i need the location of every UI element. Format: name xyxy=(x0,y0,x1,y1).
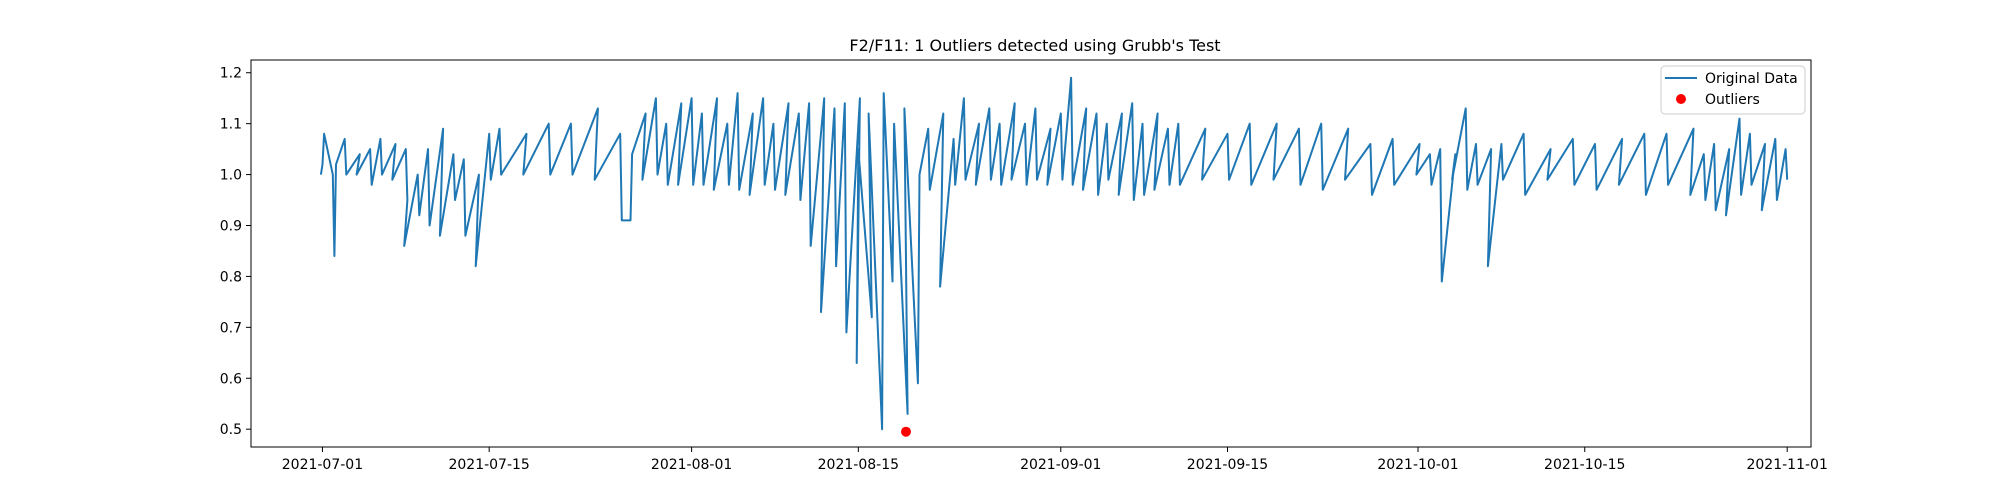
x-axis: 2021-07-01 2021-07-15 2021-08-01 2021-08-15… xyxy=(282,447,1828,473)
legend-marker-swatch xyxy=(1676,94,1686,104)
series-line-original-data xyxy=(319,76,1789,431)
x-tick-label: 2021-08-15 xyxy=(818,457,899,473)
y-tick-label: 0.7 xyxy=(220,320,242,336)
series-layer xyxy=(319,76,1789,437)
x-tick-label: 2021-11-01 xyxy=(1746,457,1827,473)
x-tick-label: 2021-09-01 xyxy=(1020,457,1101,473)
legend-label-outliers: Outliers xyxy=(1705,92,1760,108)
x-tick-label: 2021-07-15 xyxy=(448,457,529,473)
x-tick-label: 2021-10-01 xyxy=(1377,457,1458,473)
outlier-point xyxy=(901,426,911,437)
y-tick-label: 1.0 xyxy=(220,168,242,184)
legend: Original Data Outliers xyxy=(1660,65,1806,115)
y-tick-label: 0.6 xyxy=(220,371,242,387)
y-tick-label: 1.2 xyxy=(220,66,242,82)
y-axis: 0.5 0.6 0.7 0.8 0.9 1.0 1.1 1.2 xyxy=(220,66,251,438)
legend-label-original-data: Original Data xyxy=(1705,71,1798,87)
y-tick-label: 0.9 xyxy=(220,218,242,234)
x-tick-label: 2021-08-01 xyxy=(651,457,732,473)
y-tick-label: 0.8 xyxy=(220,269,242,285)
x-tick-label: 2021-07-01 xyxy=(282,457,363,473)
y-tick-label: 1.1 xyxy=(220,117,242,133)
x-tick-label: 2021-10-15 xyxy=(1544,457,1625,473)
chart-title: F2/F11: 1 Outliers detected using Grubb'… xyxy=(849,36,1220,55)
y-tick-label: 0.5 xyxy=(220,422,242,438)
plot-area-frame xyxy=(250,59,1812,448)
x-tick-label: 2021-09-15 xyxy=(1187,457,1268,473)
